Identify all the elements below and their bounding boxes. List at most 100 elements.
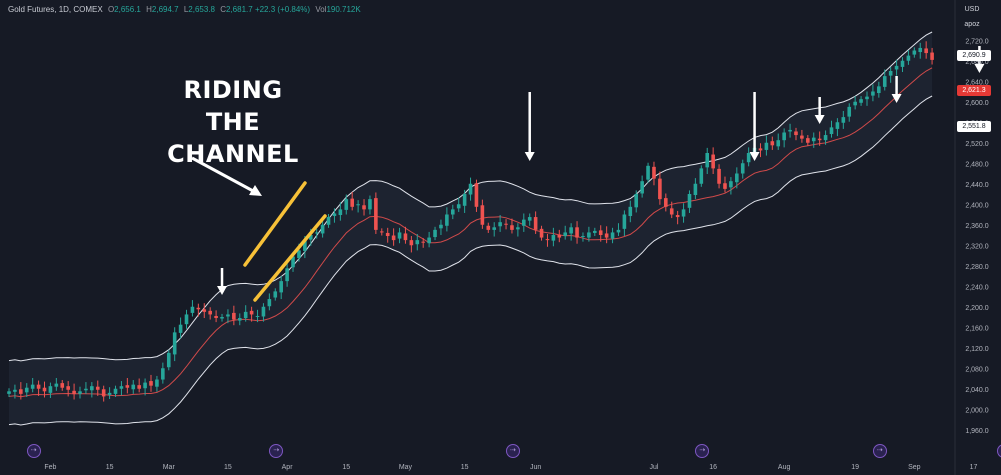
candle-body xyxy=(616,229,621,233)
candle-body xyxy=(350,198,354,207)
candle-body xyxy=(711,154,715,169)
annotation-arrow-shaft xyxy=(191,156,256,194)
candle-body xyxy=(255,315,260,317)
y-tick-label: 2,400.0 xyxy=(965,202,988,209)
price-tag: 2,690.9 xyxy=(957,49,991,61)
candle-body xyxy=(859,99,863,103)
annotation-text: RIDING THE CHANNEL xyxy=(153,74,313,170)
x-tick-label: 15 xyxy=(461,464,469,471)
legend-change: +22.3 (+0.84%) xyxy=(254,5,311,14)
candle-body xyxy=(202,309,207,312)
candle-body xyxy=(344,199,349,210)
legend-volume-label: Vol xyxy=(315,5,327,14)
candle-body xyxy=(267,299,272,307)
legend-high-label: H xyxy=(146,5,152,14)
candle-body xyxy=(125,385,130,388)
currency-label[interactable]: USD xyxy=(964,6,980,13)
legend-low: 2,653.8 xyxy=(188,5,215,14)
event-marker-icon[interactable]: ⇢ xyxy=(872,444,887,458)
event-marker-icon[interactable]: ⇢ xyxy=(269,444,284,458)
y-tick-label: 2,440.0 xyxy=(965,182,988,189)
event-marker-icon[interactable]: ⇢ xyxy=(505,444,520,458)
x-tick-label: Apr xyxy=(282,464,294,471)
candle-body xyxy=(391,235,396,241)
candle-body xyxy=(557,234,562,238)
scale-label[interactable]: apoz xyxy=(964,21,980,28)
candle-body xyxy=(149,381,153,386)
candle-body xyxy=(545,239,550,241)
candle-body xyxy=(894,65,899,70)
candle-body xyxy=(155,379,159,387)
candle-body xyxy=(468,183,473,195)
candle-body xyxy=(190,306,195,313)
candle-body xyxy=(439,224,443,229)
candle-body xyxy=(279,281,283,293)
candle-body xyxy=(770,141,775,146)
candle-body xyxy=(764,142,769,150)
candle-body xyxy=(776,140,781,147)
candle-body xyxy=(551,235,556,241)
candle-body xyxy=(823,135,828,141)
candle-body xyxy=(758,148,763,151)
candle-body xyxy=(581,236,585,238)
middle-line xyxy=(8,67,933,398)
event-marker-icon[interactable]: ⇢ xyxy=(26,444,41,458)
candle-body xyxy=(84,388,88,391)
candle-body xyxy=(143,382,147,389)
candle-body xyxy=(664,198,668,207)
candle-body xyxy=(308,235,313,240)
candle-body xyxy=(575,227,579,238)
candle-body xyxy=(717,168,721,184)
x-tick-label: 17 xyxy=(970,464,978,471)
candle-body xyxy=(66,386,70,390)
candle-body xyxy=(397,232,402,239)
candle-body xyxy=(172,332,177,355)
candle-body xyxy=(285,268,289,282)
candle-body xyxy=(699,168,704,184)
legend-high: 2,694.7 xyxy=(151,5,179,14)
candle-body xyxy=(19,389,23,394)
candle-body xyxy=(539,228,544,238)
y-tick-label: 2,320.0 xyxy=(965,243,988,250)
candle-body xyxy=(835,122,840,129)
legend-open: 2,656.1 xyxy=(114,5,141,14)
candle-body xyxy=(13,389,17,392)
candle-body xyxy=(705,153,710,168)
x-tick-label: Aug xyxy=(778,464,791,471)
candle-body xyxy=(421,241,426,243)
legend-symbol: Gold Futures, 1D, COMEX xyxy=(8,5,103,14)
candle-body xyxy=(161,368,165,380)
y-tick-label: 2,080.0 xyxy=(965,366,988,373)
down-arrow-head xyxy=(814,115,825,124)
candle-body xyxy=(740,163,745,174)
y-tick-label: 2,160.0 xyxy=(965,325,988,332)
candle-body xyxy=(930,52,934,60)
candle-body xyxy=(847,106,852,117)
candle-body xyxy=(320,224,325,234)
candle-body xyxy=(498,222,502,227)
candle-body xyxy=(658,178,662,200)
candle-body xyxy=(675,215,680,218)
x-tick-label: 16 xyxy=(709,464,717,471)
candle-body xyxy=(42,387,47,392)
candle-body xyxy=(492,227,497,230)
event-marker-icon[interactable]: ⇢ xyxy=(695,444,710,458)
candle-body xyxy=(450,209,455,215)
candle-body xyxy=(214,315,218,319)
candle-body xyxy=(811,137,816,142)
candle-body xyxy=(30,384,35,389)
candle-body xyxy=(504,223,508,225)
x-tick-label: 15 xyxy=(106,464,114,471)
down-arrow-head xyxy=(749,152,760,161)
candle-body xyxy=(533,217,538,230)
y-tick-label: 2,680.0 xyxy=(965,59,988,66)
candle-body xyxy=(178,324,183,333)
legend-close: 2,681.7 xyxy=(226,5,253,14)
candle-body xyxy=(598,230,603,235)
x-tick-label: May xyxy=(399,464,413,471)
candle-body xyxy=(113,388,118,394)
candle-body xyxy=(735,173,739,183)
y-tick-label: 2,360.0 xyxy=(965,223,988,230)
candle-body xyxy=(415,240,420,245)
